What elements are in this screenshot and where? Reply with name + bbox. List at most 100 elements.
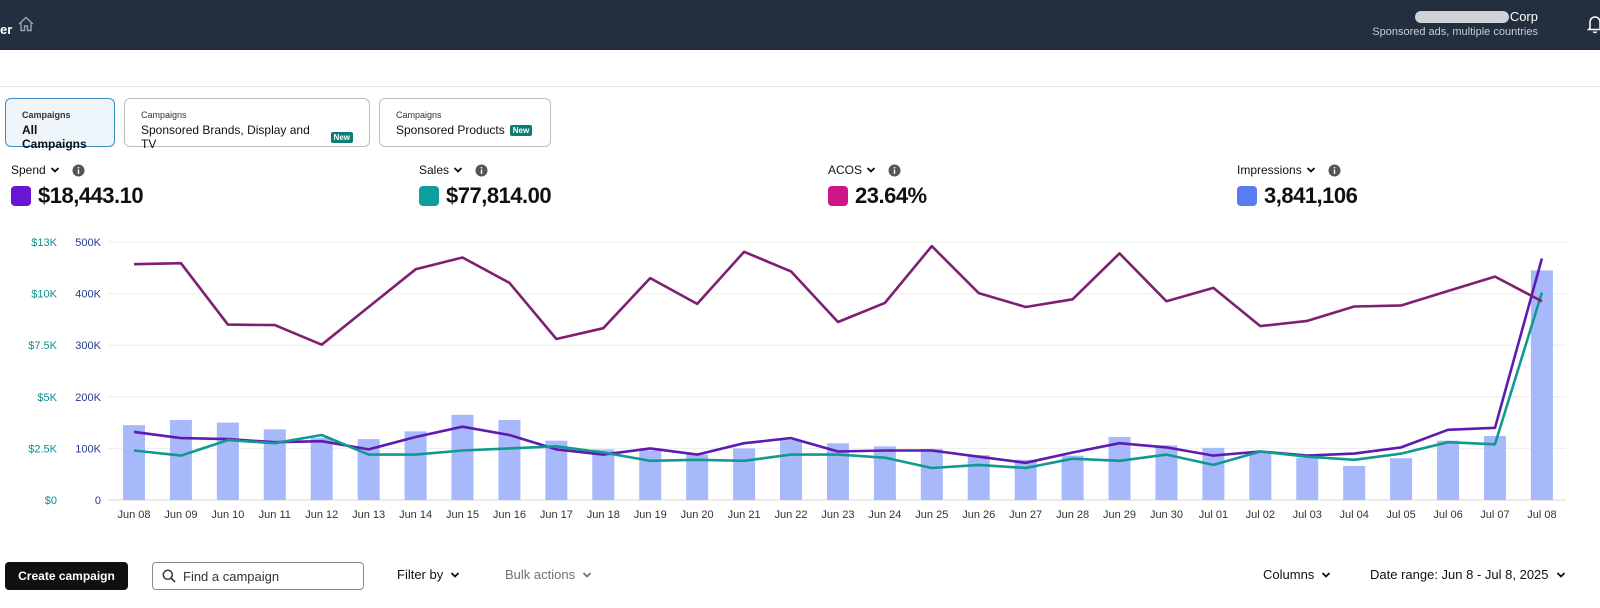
left-axis-tick-label: $2.5K [28, 443, 57, 455]
tab-sponsored-brands-display-tv[interactable]: Campaigns Sponsored Brands, Display and … [124, 98, 370, 151]
chevron-down-icon [50, 167, 59, 173]
impressions-bar [1108, 437, 1131, 500]
info-icon[interactable] [1328, 164, 1341, 177]
right-axis-tick-label: 300K [75, 340, 101, 352]
metric-color-swatch[interactable] [11, 186, 31, 206]
left-axis-tick-label: $7.5K [28, 340, 57, 352]
chevron-down-icon [866, 167, 876, 173]
impressions-bar [404, 431, 427, 500]
home-icon[interactable] [17, 15, 35, 33]
metric-color-swatch[interactable] [419, 186, 439, 206]
metric-value-row: 23.64% [828, 183, 927, 209]
metric-impressions: Impressions 3,841,106 [1237, 163, 1358, 209]
account-subtitle: Sponsored ads, multiple countries [1372, 26, 1538, 38]
metric-label: Impressions [1237, 163, 1302, 177]
tab-caption: Campaigns [22, 110, 71, 120]
x-axis-tick-label: Jul 01 [1199, 509, 1228, 521]
brand-name[interactable]: er [0, 22, 13, 37]
impressions-bar [1014, 459, 1037, 500]
chevron-down-icon [453, 167, 463, 173]
metric-value-row: $18,443.10 [11, 183, 144, 209]
metric-color-swatch[interactable] [828, 186, 848, 206]
metric-color-swatch[interactable] [1237, 186, 1257, 206]
left-axis-tick-label: $0 [45, 495, 57, 507]
impressions-bar [873, 446, 896, 500]
impressions-bar [1343, 465, 1366, 500]
date-range-dropdown[interactable]: Date range: Jun 8 - Jul 8, 2025 [1370, 567, 1566, 582]
x-axis-tick-label: Jul 03 [1293, 509, 1322, 521]
redacted-text [1414, 10, 1509, 23]
impressions-bar [1296, 457, 1319, 500]
search-input[interactable] [183, 568, 353, 584]
date-range-label: Date range: Jun 8 - Jul 8, 2025 [1370, 567, 1549, 582]
chevron-down-icon [1322, 571, 1331, 578]
x-axis-tick-label: Jun 25 [915, 509, 948, 521]
metric-selector[interactable]: Impressions [1237, 163, 1357, 177]
x-axis-tick-label: Jun 23 [821, 509, 854, 521]
filter-by-dropdown[interactable]: Filter by [397, 567, 460, 582]
chevron-down-icon [1556, 571, 1565, 578]
impressions-bar [592, 449, 615, 500]
x-axis-tick-label: Jul 05 [1386, 509, 1415, 521]
x-axis-tick-label: Jun 08 [117, 509, 150, 521]
x-axis-tick-label: Jun 28 [1056, 509, 1089, 521]
x-axis-tick-label: Jul 08 [1527, 509, 1556, 521]
metric-value-row: 3,841,106 [1237, 183, 1358, 209]
impressions-bar [498, 420, 521, 500]
x-axis-tick-label: Jun 30 [1150, 509, 1183, 521]
left-axis-tick-label: $5K [37, 392, 57, 404]
impressions-bar [1483, 436, 1506, 500]
impressions-bar [780, 440, 803, 500]
account-switcher[interactable]: Corp Sponsored ads, multiple countries [1372, 9, 1538, 38]
x-axis-tick-label: Jul 04 [1340, 509, 1369, 521]
account-name: Corp [1372, 9, 1538, 24]
x-axis-tick-label: Jun 22 [775, 509, 808, 521]
impressions-bar [545, 440, 568, 500]
impressions-bar [263, 429, 286, 500]
metric-selector[interactable]: ACOS [828, 163, 927, 177]
tab-caption: Campaigns [141, 110, 187, 120]
new-badge: New [330, 131, 353, 143]
impressions-bar [123, 425, 145, 500]
impressions-bar [1390, 458, 1413, 500]
tab-caption: Campaigns [396, 110, 442, 120]
new-badge: New [509, 124, 533, 136]
tab-sponsored-products[interactable]: Campaigns Sponsored Products New [379, 98, 551, 147]
impressions-bar [1155, 445, 1178, 500]
columns-dropdown[interactable]: Columns [1263, 567, 1331, 582]
info-icon[interactable] [72, 164, 85, 177]
info-icon[interactable] [888, 164, 901, 177]
x-axis-tick-label: Jun 13 [352, 509, 385, 521]
impressions-bar [967, 455, 990, 500]
series-line [133, 292, 1544, 470]
right-axis-tick-label: 0 [95, 495, 101, 507]
top-navigation-bar: er Corp Sponsored ads, multiple countrie… [0, 0, 1600, 50]
tab-label: Sponsored Products New [396, 123, 534, 137]
metric-value: $18,443.10 [38, 183, 144, 208]
x-axis-tick-label: Jun 14 [399, 509, 432, 521]
create-campaign-button[interactable]: Create campaign [5, 562, 128, 590]
metric-selector[interactable]: Sales [419, 163, 551, 177]
x-axis-tick-label: Jun 10 [211, 509, 244, 521]
impressions-bar [686, 454, 709, 500]
performance-chart[interactable]: $0 0 $2.5K 100K $5K 200K $7.5K 300K $10K 400K $13K… [0, 230, 1600, 530]
impressions-bar [920, 448, 943, 500]
x-axis-tick-label: Jul 07 [1480, 509, 1509, 521]
bulk-actions-label: Bulk actions [505, 567, 576, 582]
metric-label: Spend [11, 163, 46, 177]
x-axis-tick-label: Jun 27 [1009, 509, 1042, 521]
metric-label: ACOS [828, 163, 863, 177]
metric-selector[interactable]: Spend [11, 163, 143, 177]
x-axis-tick-label: Jul 02 [1246, 509, 1275, 521]
bulk-actions-dropdown[interactable]: Bulk actions [505, 567, 592, 582]
impressions-bar [1202, 447, 1225, 500]
series-line [133, 258, 1544, 465]
metric-value: $77,814.00 [446, 183, 552, 208]
x-axis-tick-label: Jun 15 [446, 509, 479, 521]
tab-all-campaigns[interactable]: Campaigns All Campaigns [5, 98, 115, 151]
bell-icon[interactable] [1587, 14, 1600, 34]
campaign-search[interactable] [152, 562, 364, 590]
info-icon[interactable] [475, 164, 488, 177]
impressions-bar [1437, 440, 1460, 500]
x-axis-tick-label: Jun 12 [305, 509, 338, 521]
